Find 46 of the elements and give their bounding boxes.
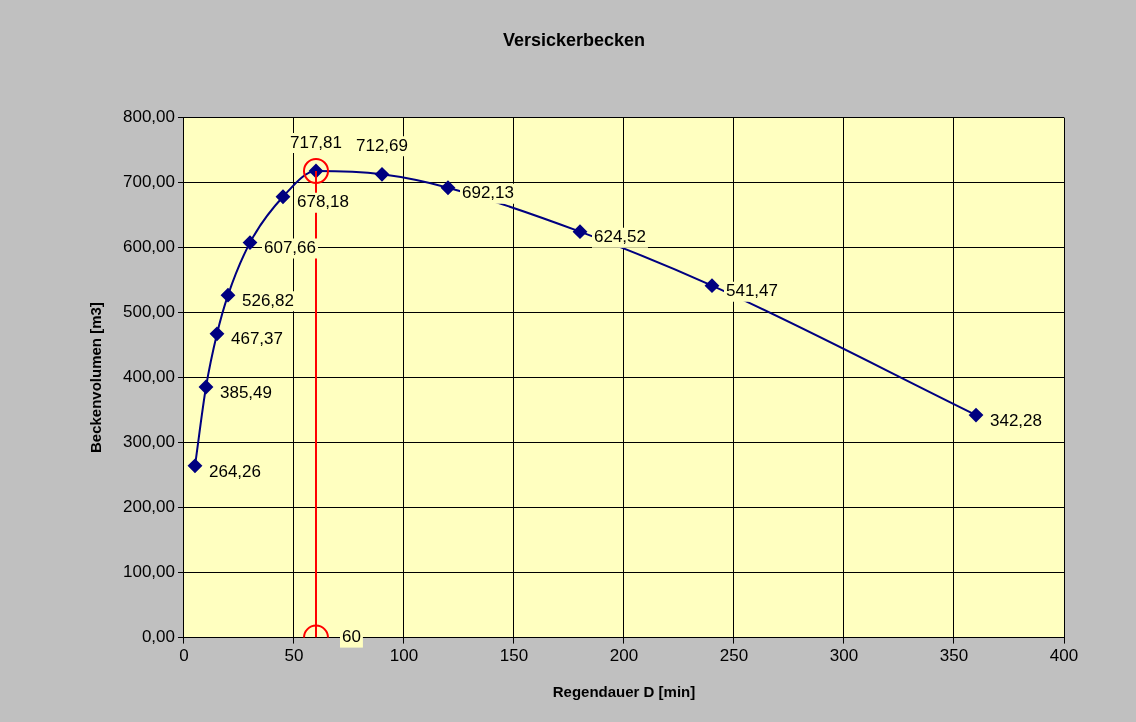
x-tick-label: 300 (829, 646, 859, 666)
y-tick-label: 200,00 (123, 497, 175, 517)
data-label: 526,82 (242, 290, 294, 310)
point (276, 189, 290, 204)
y-tick-label: 400,00 (123, 367, 175, 387)
point (705, 278, 719, 293)
point (969, 408, 983, 423)
x-axis-title: Regendauer D [min] (552, 683, 696, 701)
point (573, 224, 587, 239)
point (303, 158, 329, 185)
y-tick-label: 600,00 (123, 237, 175, 257)
data-label: 692,13 (462, 183, 514, 203)
point (243, 235, 257, 250)
chart-title: Versickerbecken (502, 29, 646, 50)
data-label: 607,66 (264, 238, 316, 258)
data-label: 541,47 (726, 281, 778, 301)
x-tick-label: 100 (389, 646, 419, 666)
y-axis-title: Beckenvolumen [m3] (87, 302, 105, 454)
y-tick-label: 100,00 (123, 562, 175, 582)
y-tick-label: 700,00 (123, 172, 175, 192)
data-label: 264,26 (209, 461, 261, 481)
annotation: 60 (342, 627, 361, 647)
x-tick-label: 350 (939, 646, 969, 666)
y-tick-label: 800,00 (123, 107, 175, 127)
point (188, 458, 202, 473)
data-label: 624,52 (594, 227, 646, 247)
x-tick-label: 0 (179, 646, 189, 666)
x-tick-label: 200 (609, 646, 639, 666)
point (210, 326, 224, 341)
y-tick-label: 500,00 (123, 302, 175, 322)
data-label: 385,49 (220, 382, 272, 402)
point (375, 167, 389, 182)
y-tick-label: 0,00 (141, 627, 175, 647)
point (441, 180, 455, 195)
data-label: 712,69 (356, 136, 408, 156)
point (199, 380, 213, 395)
x-tick-label: 250 (719, 646, 749, 666)
point (221, 288, 235, 303)
x-tick-label: 150 (499, 646, 529, 666)
data-label: 678,18 (297, 192, 349, 212)
data-label: 467,37 (231, 329, 283, 349)
x-tick-label: 400 (1049, 646, 1079, 666)
data-label: 342,28 (990, 410, 1042, 430)
data-label: 717,81 (290, 132, 342, 152)
y-tick-label: 300,00 (123, 432, 175, 452)
x-tick-label: 50 (284, 646, 304, 666)
